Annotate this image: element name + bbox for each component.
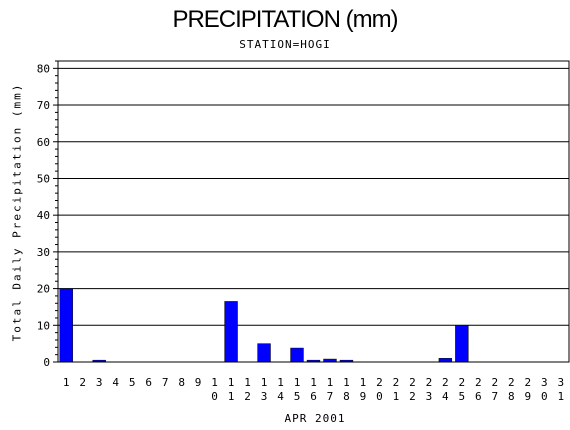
x-tick-label: 3	[96, 376, 103, 389]
plot-frame	[57, 60, 570, 363]
y-tick-label: 80	[37, 62, 50, 75]
bar-day-1	[59, 288, 73, 363]
x-tick-label: 4	[112, 376, 119, 389]
y-tick-label: 50	[37, 172, 50, 185]
chart-subtitle: STATION=HOGI	[239, 38, 331, 51]
bar-day-24	[438, 358, 453, 363]
y-tick-label: 0	[43, 356, 50, 369]
y-tick-label: 40	[37, 209, 50, 222]
bar-day-11	[224, 301, 238, 363]
x-tick-label: 2	[79, 376, 86, 389]
x-tick-label: 9	[195, 376, 202, 389]
y-tick-label: 30	[37, 246, 50, 259]
x-tick-label: 1	[63, 376, 70, 389]
y-tick-label: 70	[37, 99, 50, 112]
bar-day-15	[290, 347, 304, 363]
x-axis-label: APR 2001	[284, 412, 346, 425]
bar-day-25	[455, 325, 469, 363]
bar-day-13	[257, 343, 271, 363]
x-tick-label: 8	[178, 376, 185, 389]
y-tick-label: 10	[37, 319, 50, 332]
chart-title: PRECIPITATION (mm)	[172, 6, 398, 33]
y-tick-label: 20	[37, 283, 50, 296]
x-tick-label: 7	[162, 376, 169, 389]
y-tick-label: 60	[37, 136, 50, 149]
x-tick-label: 6	[145, 376, 152, 389]
x-tick-label: 5	[129, 376, 136, 389]
